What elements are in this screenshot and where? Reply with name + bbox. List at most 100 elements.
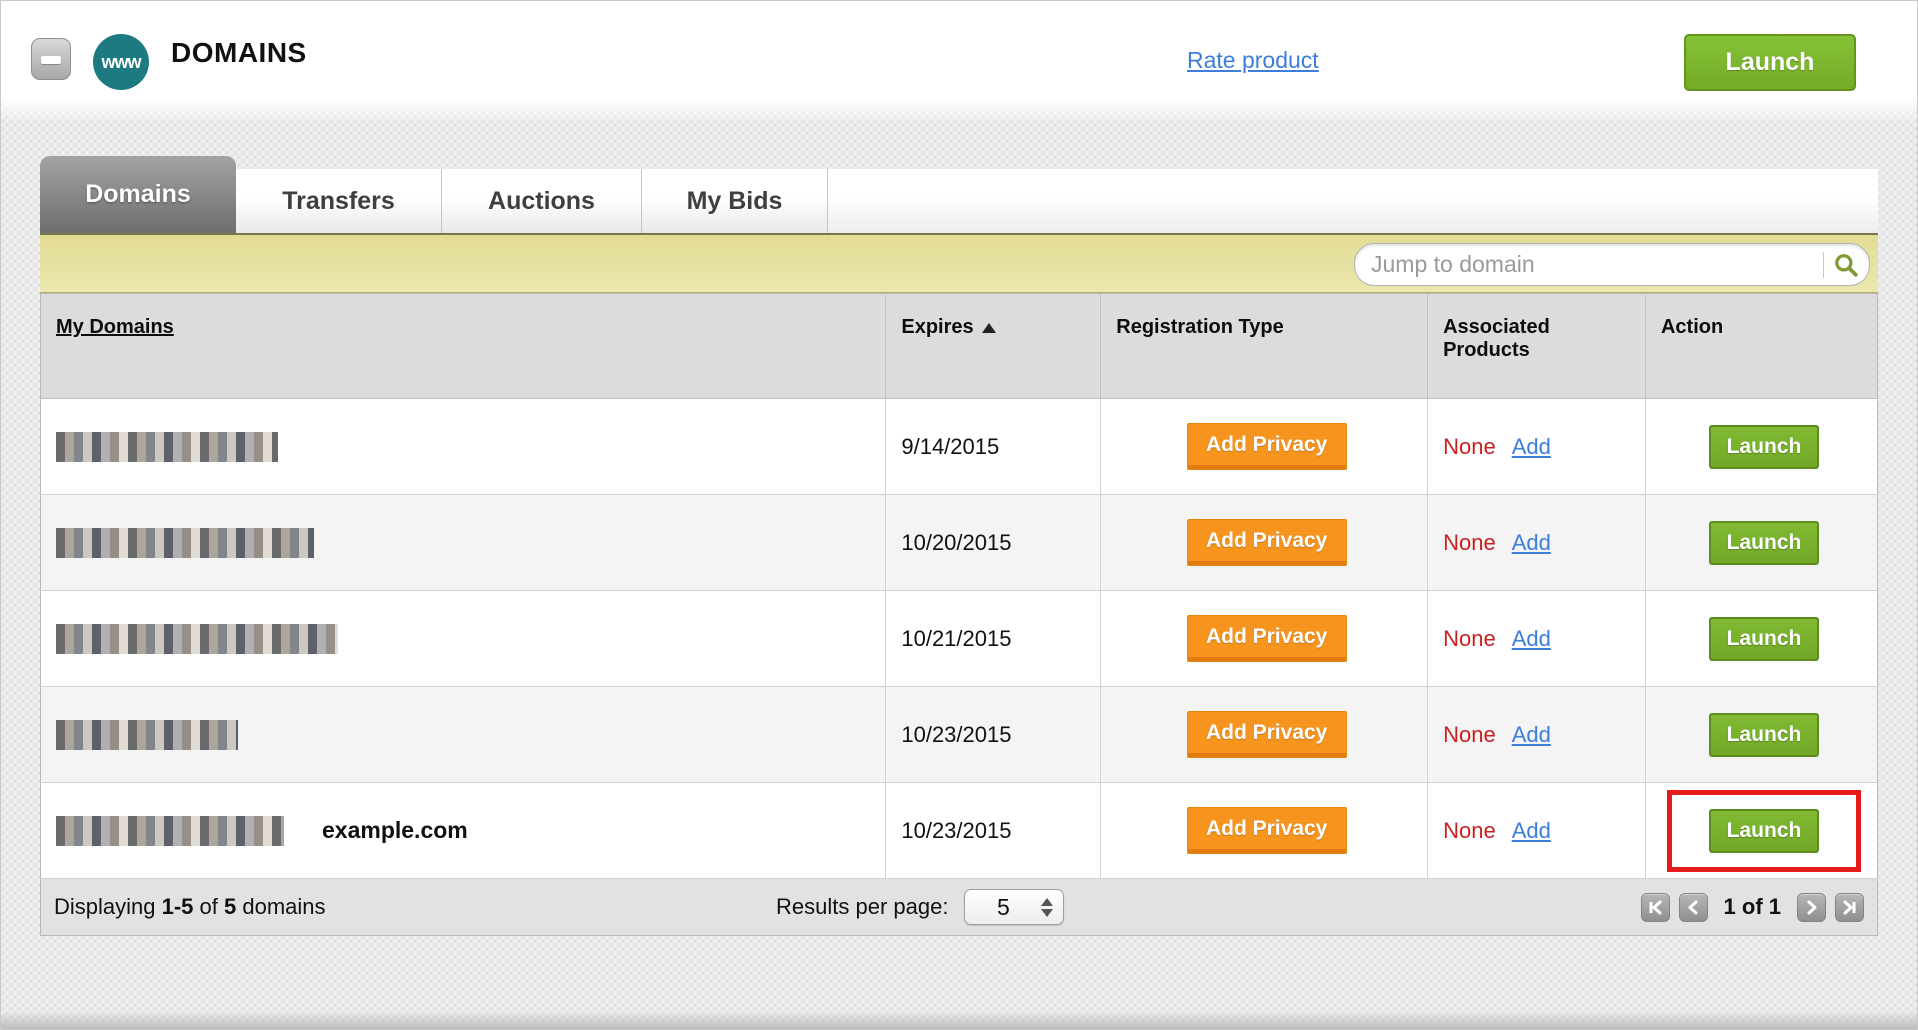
registration-type-cell: Add Privacy [1100, 590, 1429, 687]
column-header-my-domains[interactable]: My Domains [40, 293, 887, 399]
redacted-domain-name [56, 623, 338, 654]
expires-cell: 10/21/2015 [885, 590, 1102, 687]
domain-cell [40, 590, 887, 687]
associated-none-label: None [1443, 433, 1496, 459]
results-per-page-select[interactable]: 5 [964, 889, 1065, 925]
table-header-row: My Domains Expires Registration Type Ass… [40, 293, 1878, 399]
associated-none-label: None [1443, 529, 1496, 555]
domains-table: My Domains Expires Registration Type Ass… [40, 293, 1878, 879]
chevron-left-icon [1688, 900, 1698, 914]
minus-icon [41, 56, 61, 64]
action-cell: Launch [1645, 590, 1878, 687]
total-value: 5 [223, 894, 237, 919]
red-highlight-box: Launch [1666, 789, 1862, 872]
redacted-domain-name [56, 815, 284, 846]
content-panel: Domains Transfers Auctions My Bids [40, 156, 1878, 936]
add-privacy-button[interactable]: Add Privacy [1186, 807, 1347, 854]
add-privacy-button[interactable]: Add Privacy [1186, 615, 1347, 662]
tab-my-bids[interactable]: My Bids [641, 169, 827, 233]
table-row: 10/20/2015 Add Privacy None Add Launch [40, 494, 1878, 591]
redacted-domain-name [56, 527, 314, 558]
associated-products-cell: None Add [1427, 494, 1646, 591]
results-per-page-label: Results per page: [776, 894, 949, 919]
pagination: 1 of 1 [1640, 892, 1864, 922]
domain-cell [40, 686, 887, 783]
last-page-icon [1843, 900, 1856, 914]
header-launch-button[interactable]: Launch [1684, 34, 1856, 91]
search-divider [1823, 251, 1824, 278]
launch-button[interactable]: Launch [1708, 424, 1820, 469]
associated-none-label: None [1443, 625, 1496, 651]
previous-page-button[interactable] [1678, 892, 1708, 922]
jump-to-domain-input[interactable] [1371, 251, 1814, 278]
add-privacy-button[interactable]: Add Privacy [1186, 711, 1347, 758]
add-product-link[interactable]: Add [1511, 625, 1551, 651]
action-cell: Launch [1645, 398, 1878, 495]
registration-type-cell: Add Privacy [1100, 782, 1429, 879]
results-per-page-group: Results per page: 5 [776, 889, 1065, 925]
column-header-action: Action [1645, 293, 1878, 399]
action-cell: Launch [1645, 782, 1878, 879]
column-header-registration-type: Registration Type [1100, 293, 1429, 399]
displaying-status: Displaying 1-5 of 5 domains [54, 894, 326, 919]
table-row: 9/14/2015 Add Privacy None Add Launch [40, 398, 1878, 495]
launch-button[interactable]: Launch [1708, 616, 1820, 661]
table-row: 10/23/2015 Add Privacy None Add Launch [40, 686, 1878, 783]
expires-cell: 10/23/2015 [885, 686, 1102, 783]
example-domain-label: example.com [322, 817, 468, 843]
jump-to-domain-field[interactable] [1354, 243, 1870, 286]
page-title: DOMAINS [171, 37, 307, 68]
tab-transfers[interactable]: Transfers [236, 169, 441, 233]
table-row-example-com: example.com 10/23/2015 Add Privacy None A… [40, 782, 1878, 879]
associated-products-cell: None Add [1427, 782, 1646, 879]
launch-button[interactable]: Launch [1708, 712, 1820, 757]
column-header-associated-products: Associated Products [1427, 293, 1646, 399]
table-row: 10/21/2015 Add Privacy None Add Launch [40, 590, 1878, 687]
domain-cell [40, 398, 887, 495]
expires-cell: 10/20/2015 [885, 494, 1102, 591]
associated-none-label: None [1443, 721, 1496, 747]
www-logo-text: www [101, 51, 141, 72]
add-product-link[interactable]: Add [1511, 529, 1551, 555]
add-product-link[interactable]: Add [1511, 817, 1551, 843]
redacted-domain-name [56, 719, 238, 750]
redacted-domain-name [56, 431, 278, 462]
add-product-link[interactable]: Add [1511, 721, 1551, 747]
next-page-button[interactable] [1797, 892, 1826, 922]
results-per-page-value: 5 [997, 893, 1010, 920]
collapse-panel-button[interactable] [31, 38, 71, 80]
app-header: www DOMAINS Rate product Launch [1, 1, 1917, 99]
associated-products-cell: None Add [1427, 590, 1646, 687]
rate-product-link[interactable]: Rate product [1187, 47, 1319, 73]
registration-type-cell: Add Privacy [1100, 398, 1429, 495]
domain-cell [40, 494, 887, 591]
stepper-arrows-icon [1041, 897, 1054, 917]
action-cell: Launch [1645, 686, 1878, 783]
registration-type-cell: Add Privacy [1100, 686, 1429, 783]
associated-products-cell: None Add [1427, 686, 1646, 783]
search-icon[interactable] [1833, 252, 1859, 278]
add-product-link[interactable]: Add [1511, 433, 1551, 459]
add-privacy-button[interactable]: Add Privacy [1186, 519, 1347, 566]
tab-domains[interactable]: Domains [40, 156, 236, 233]
tab-auctions[interactable]: Auctions [441, 169, 641, 233]
my-domains-sort-link[interactable]: My Domains [56, 316, 174, 338]
add-privacy-button[interactable]: Add Privacy [1186, 423, 1347, 470]
sort-asc-icon [981, 323, 996, 333]
tab-bar-filler [827, 169, 1878, 233]
expires-cell: 10/23/2015 [885, 782, 1102, 879]
column-header-expires[interactable]: Expires [885, 293, 1102, 399]
expires-cell: 9/14/2015 [885, 398, 1102, 495]
launch-button[interactable]: Launch [1708, 520, 1820, 565]
expires-label: Expires [901, 316, 974, 338]
www-domains-icon: www [93, 34, 149, 90]
first-page-icon [1649, 900, 1662, 914]
bottom-shadow [1, 1011, 1917, 1029]
launch-button-highlighted[interactable]: Launch [1708, 808, 1820, 853]
last-page-button[interactable] [1835, 892, 1864, 922]
page-status: 1 of 1 [1723, 894, 1781, 919]
tab-bar: Domains Transfers Auctions My Bids [40, 156, 1878, 233]
first-page-button[interactable] [1640, 892, 1670, 922]
table-footer: Displaying 1-5 of 5 domains Results per … [40, 879, 1878, 936]
